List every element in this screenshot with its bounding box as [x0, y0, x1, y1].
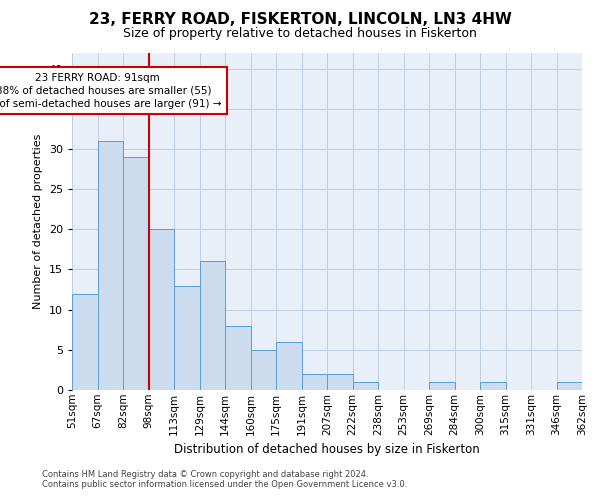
Bar [353, 382, 378, 390]
Bar [276, 342, 302, 390]
Bar [149, 230, 174, 390]
Bar [480, 382, 505, 390]
Text: 23, FERRY ROAD, FISKERTON, LINCOLN, LN3 4HW: 23, FERRY ROAD, FISKERTON, LINCOLN, LN3 … [89, 12, 511, 28]
Bar [123, 157, 149, 390]
Bar [429, 382, 455, 390]
Y-axis label: Number of detached properties: Number of detached properties [33, 134, 43, 309]
Bar [302, 374, 327, 390]
Bar [97, 141, 123, 390]
X-axis label: Distribution of detached houses by size in Fiskerton: Distribution of detached houses by size … [174, 443, 480, 456]
Text: 23 FERRY ROAD: 91sqm
← 38% of detached houses are smaller (55)
62% of semi-detac: 23 FERRY ROAD: 91sqm ← 38% of detached h… [0, 72, 222, 109]
Bar [174, 286, 199, 390]
Bar [251, 350, 276, 390]
Bar [199, 262, 225, 390]
Text: Size of property relative to detached houses in Fiskerton: Size of property relative to detached ho… [123, 28, 477, 40]
Bar [72, 294, 97, 390]
Bar [225, 326, 251, 390]
Bar [327, 374, 353, 390]
Bar [557, 382, 582, 390]
Text: Contains HM Land Registry data © Crown copyright and database right 2024.
Contai: Contains HM Land Registry data © Crown c… [42, 470, 407, 489]
